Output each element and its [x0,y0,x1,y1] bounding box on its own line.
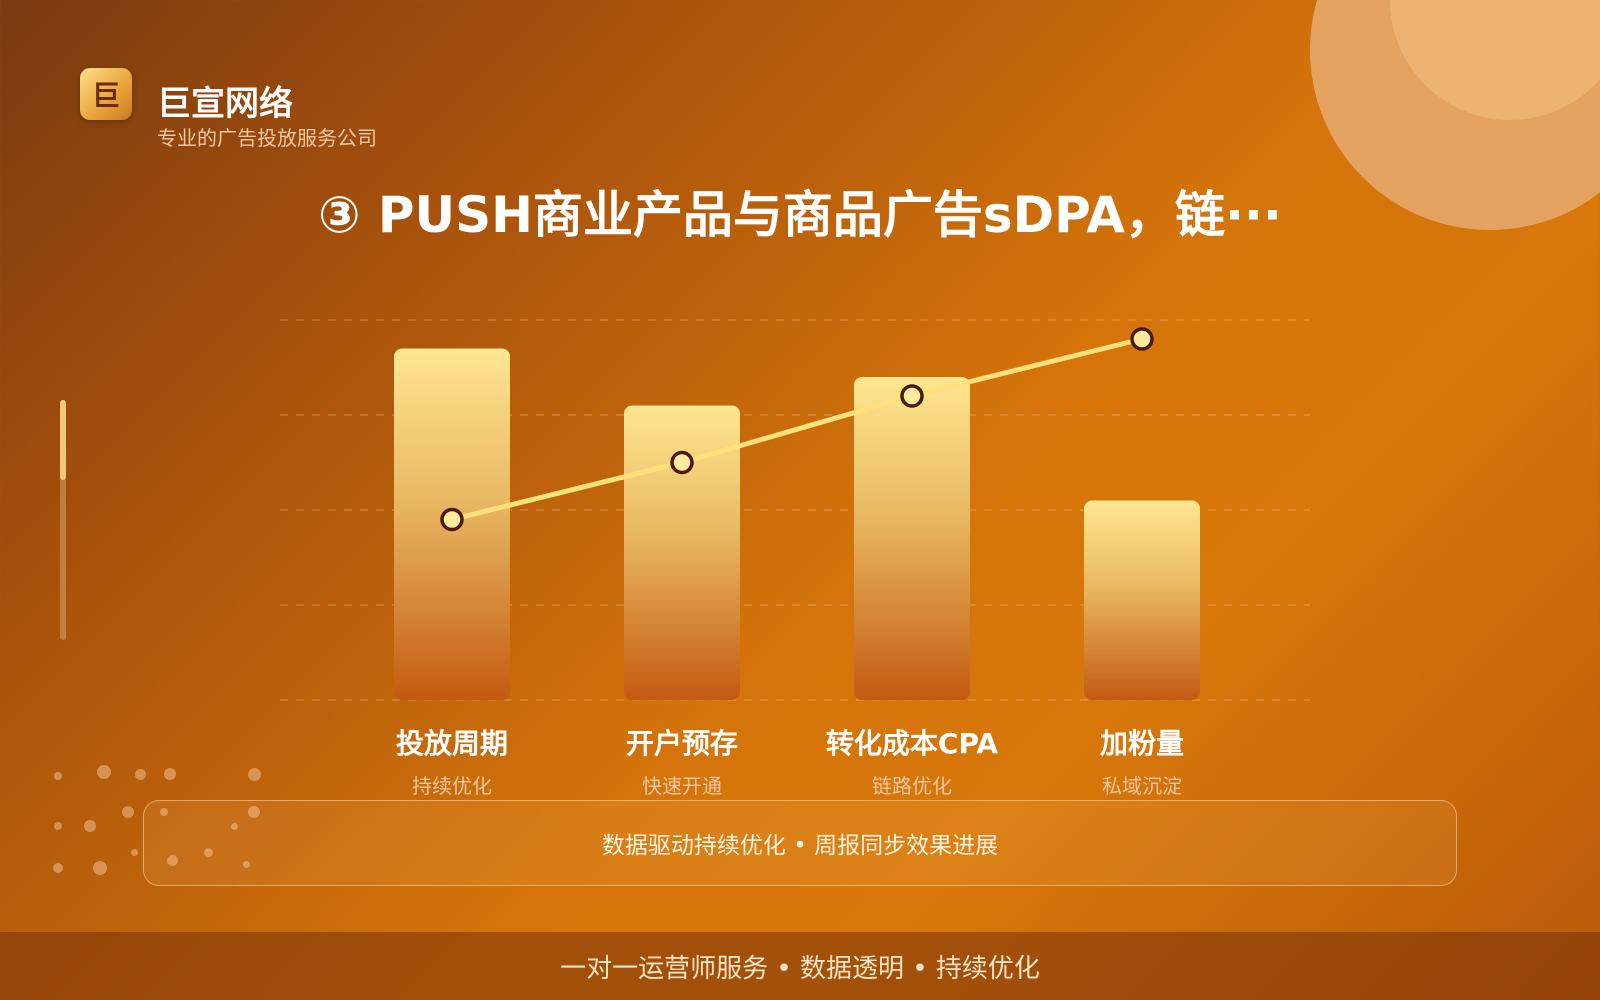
footer-bar: 一对一运营师服务 • 数据透明 • 持续优化 [0,932,1600,1000]
scroll-progress-track [60,400,66,640]
info-banner: 数据驱动持续优化 • 周报同步效果进展 [143,800,1457,886]
category-label-1: 投放周期 [395,727,508,760]
decorative-dot [130,848,138,856]
chart [280,319,1310,701]
decorative-dot [93,861,107,875]
brand-tagline: 专业的广告投放服务公司 [157,126,377,150]
decorative-dot [54,822,62,830]
info-banner-text: 数据驱动持续优化 • 周报同步效果进展 [601,833,999,859]
scroll-progress-fill [60,400,66,480]
bar-4 [1084,500,1200,700]
bar-3 [854,377,970,700]
trend-point-2 [670,450,694,475]
category-label-4: 加粉量 [1099,727,1184,760]
category-label-2: 开户预存 [625,727,738,760]
footer-text: 一对一运营师服务 • 数据透明 • 持续优化 [560,953,1040,984]
trend-point-3 [900,384,924,408]
category-sublabel-2: 快速开通 [642,774,722,798]
category-label-3: 转化成本CPA [825,727,999,760]
bar-2 [624,405,740,700]
page-title: ③ PUSH商业产品与商品广告sDPA，链··· [318,186,1282,244]
trend-point-1 [440,507,464,532]
category-sublabel-1: 持续优化 [412,774,492,798]
category-sublabel-3: 链路优化 [872,774,952,798]
trend-line [449,336,1145,522]
brand-name: 巨宣网络 [157,84,293,124]
decorative-dot [53,863,63,873]
brand-logo: 巨 [80,68,132,120]
decorative-dot [84,820,96,832]
trend-point-4 [1130,327,1154,351]
category-sublabel-4: 私域沉淀 [1102,774,1182,798]
brand-logo-char: 巨 [91,79,120,112]
